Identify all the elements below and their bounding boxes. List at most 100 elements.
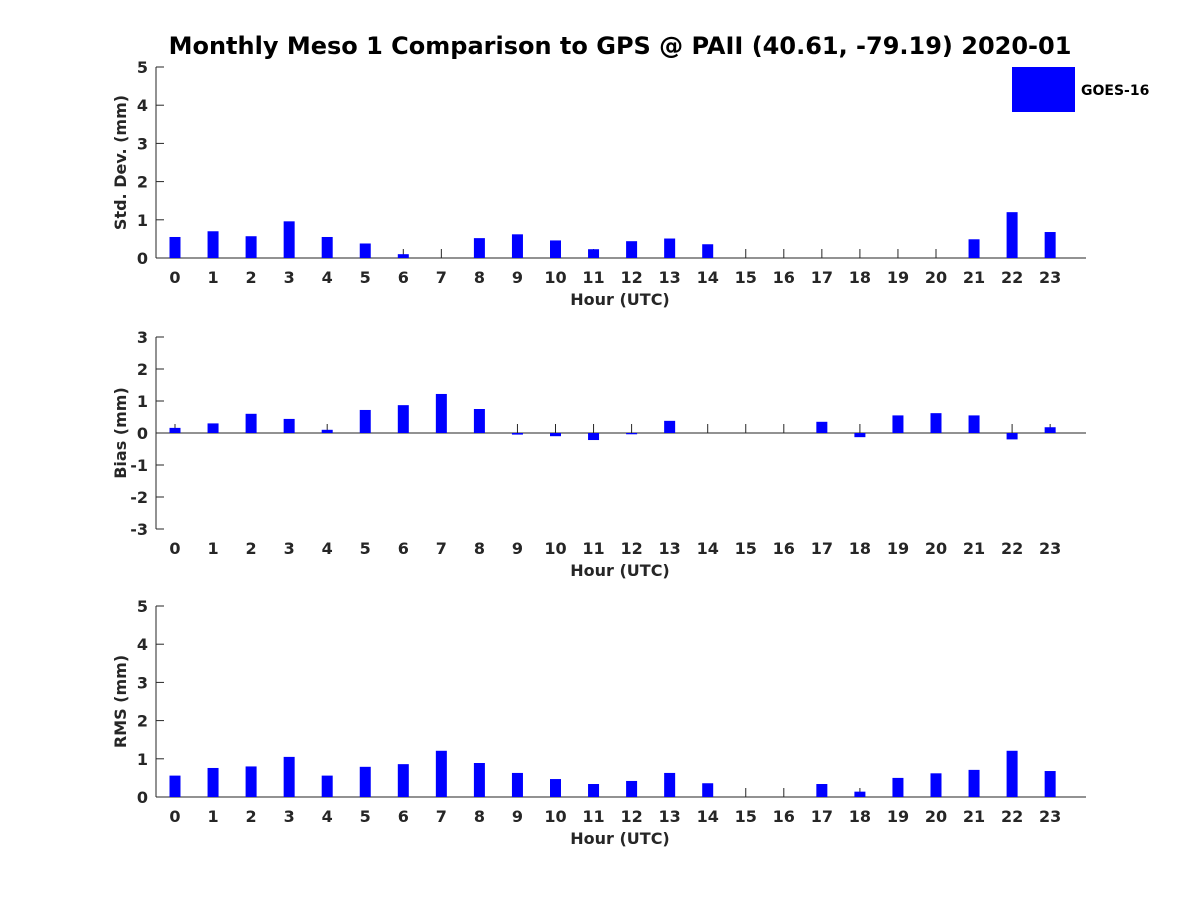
bias-x-tick-label: 18 [849, 539, 871, 558]
std-dev-x-tick-label: 8 [474, 268, 485, 287]
bias-x-tick-label: 21 [963, 539, 985, 558]
std-dev-x-tick-label: 15 [735, 268, 757, 287]
chart-title: Monthly Meso 1 Comparison to GPS @ PAII … [169, 32, 1072, 60]
rms-bar [511, 772, 523, 797]
std-dev-y-tick-label: 4 [137, 96, 148, 115]
std-dev-x-tick-label: 2 [246, 268, 257, 287]
std-dev-y-tick-label: 3 [137, 134, 148, 153]
std-dev-x-tick-label: 7 [436, 268, 447, 287]
std-dev-x-tick-label: 16 [773, 268, 795, 287]
std-dev-bar [626, 241, 638, 258]
bias-x-tick-label: 12 [620, 539, 642, 558]
std-dev-bar [283, 221, 295, 258]
bias-x-tick-label: 9 [512, 539, 523, 558]
rms-x-tick-label: 19 [887, 807, 909, 826]
rms-bar [550, 779, 561, 797]
bias-x-label: Hour (UTC) [570, 561, 670, 580]
rms-bar [1044, 771, 1056, 797]
rms-x-tick-label: 8 [474, 807, 485, 826]
rms-x-tick-label: 11 [582, 807, 604, 826]
std-dev-bar [550, 240, 561, 258]
bias-x-tick-label: 15 [735, 539, 757, 558]
std-dev-bar [397, 254, 409, 258]
bias-x-tick-label: 17 [811, 539, 833, 558]
rms-bar [968, 769, 980, 797]
rms-x-tick-label: 14 [697, 807, 719, 826]
rms-y-tick-label: 4 [137, 635, 148, 654]
std-dev-x-tick-label: 18 [849, 268, 871, 287]
std-dev-bar [588, 249, 600, 258]
rms-bar [664, 772, 676, 797]
bias-y-tick-label: 1 [137, 392, 148, 411]
rms-x-tick-label: 15 [735, 807, 757, 826]
bias-bar [321, 429, 333, 433]
rms-bar [245, 766, 257, 797]
rms-bar [435, 750, 447, 797]
rms-bar [207, 767, 219, 797]
std-dev-x-tick-label: 0 [169, 268, 180, 287]
rms-y-tick-label: 5 [137, 597, 148, 616]
rms-x-tick-label: 2 [246, 807, 257, 826]
bias-bar [588, 433, 600, 441]
std-dev-x-tick-label: 5 [360, 268, 371, 287]
std-dev-bar [702, 244, 714, 258]
bias-bar [664, 420, 676, 433]
std-dev-y-tick-label: 1 [137, 211, 148, 230]
bias-bar [207, 423, 219, 433]
rms-y-tick-label: 2 [137, 712, 148, 731]
bias-bar [854, 433, 866, 438]
rms-x-tick-label: 23 [1039, 807, 1061, 826]
rms-x-tick-label: 5 [360, 807, 371, 826]
bias-x-tick-label: 8 [474, 539, 485, 558]
rms-bar [930, 773, 942, 797]
std-dev-bar [1044, 232, 1056, 258]
rms-x-tick-label: 10 [544, 807, 566, 826]
std-dev-bar [359, 243, 371, 258]
bias-x-tick-label: 3 [284, 539, 295, 558]
bias-bar [550, 433, 561, 437]
bias-x-tick-label: 22 [1001, 539, 1023, 558]
std-dev-x-tick-label: 12 [620, 268, 642, 287]
bias-x-tick-label: 10 [544, 539, 566, 558]
bias-bar [359, 409, 371, 433]
bias-y-tick-label: -2 [130, 488, 148, 507]
rms-bar [702, 783, 714, 797]
bias-bar [968, 415, 980, 433]
std-dev-x-tick-label: 6 [398, 268, 409, 287]
rms-y-tick-label: 1 [137, 750, 148, 769]
rms-x-tick-label: 18 [849, 807, 871, 826]
bias-bar [892, 415, 904, 433]
bias-x-tick-label: 4 [322, 539, 333, 558]
std-dev-x-tick-label: 4 [322, 268, 333, 287]
bias-y-tick-label: 2 [137, 360, 148, 379]
rms-bar [473, 763, 485, 797]
std-dev-bar [1006, 212, 1018, 258]
rms-y-tick-label: 3 [137, 673, 148, 692]
bias-y-tick-label: -1 [130, 456, 148, 475]
std-dev-x-tick-label: 9 [512, 268, 523, 287]
legend-label: GOES-16 [1081, 83, 1149, 99]
rms-x-tick-label: 9 [512, 807, 523, 826]
rms-y-tick-label: 0 [137, 788, 148, 807]
rms-y-label: RMS (mm) [111, 655, 130, 748]
rms-x-tick-label: 21 [963, 807, 985, 826]
rms-x-tick-label: 1 [207, 807, 218, 826]
std-dev-y-tick-label: 0 [137, 249, 148, 268]
bias-x-tick-label: 16 [773, 539, 795, 558]
bias-bar [169, 427, 181, 433]
bias-bar [473, 409, 485, 433]
std-dev-bar [968, 239, 980, 258]
std-dev-bar [664, 238, 676, 258]
bias-bar [816, 421, 828, 433]
bias-x-tick-label: 5 [360, 539, 371, 558]
std-dev-x-tick-label: 19 [887, 268, 909, 287]
rms-x-tick-label: 22 [1001, 807, 1023, 826]
bias-bar [511, 433, 523, 435]
bias-bar [930, 413, 942, 433]
std-dev-x-label: Hour (UTC) [570, 290, 670, 309]
std-dev-bar [511, 234, 523, 258]
rms-bar [816, 784, 828, 797]
